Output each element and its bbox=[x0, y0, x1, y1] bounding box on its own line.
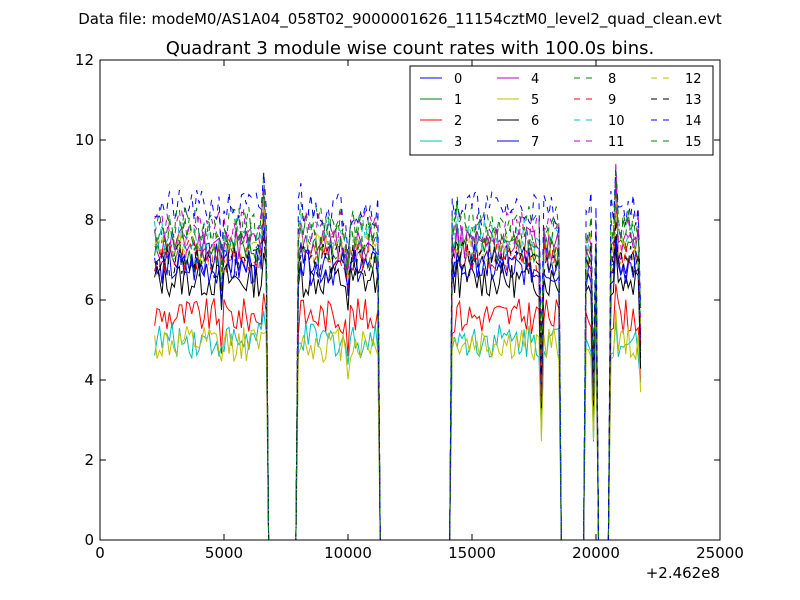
series-line-9 bbox=[154, 212, 642, 541]
series-line-13 bbox=[154, 220, 642, 541]
series-line-5 bbox=[154, 309, 642, 541]
legend-label-6: 6 bbox=[531, 114, 539, 129]
legend-label-5: 5 bbox=[531, 93, 539, 108]
series-layer bbox=[154, 163, 642, 541]
y-tick-label: 8 bbox=[84, 211, 94, 229]
series-line-1 bbox=[154, 200, 642, 541]
legend-label-13: 13 bbox=[685, 93, 702, 108]
x-tick-label: 25000 bbox=[696, 544, 744, 562]
legend-label-12: 12 bbox=[685, 72, 702, 87]
x-tick-label: 10000 bbox=[324, 544, 372, 562]
x-tick-label: 5000 bbox=[205, 544, 243, 562]
legend-label-2: 2 bbox=[454, 114, 462, 129]
series-line-3 bbox=[154, 311, 642, 541]
legend-label-14: 14 bbox=[685, 114, 702, 129]
series-line-6 bbox=[154, 246, 642, 541]
y-tick-label: 2 bbox=[84, 451, 94, 469]
legend-label-3: 3 bbox=[454, 135, 462, 150]
y-tick-label: 6 bbox=[84, 291, 94, 309]
legend-box bbox=[409, 65, 714, 156]
series-line-10 bbox=[154, 199, 642, 541]
series-line-11 bbox=[154, 163, 642, 541]
x-tick-label: 15000 bbox=[448, 544, 496, 562]
legend-label-1: 1 bbox=[454, 93, 462, 108]
y-tick-label: 0 bbox=[84, 531, 94, 549]
x-tick-label: 20000 bbox=[572, 544, 620, 562]
legend-label-15: 15 bbox=[685, 135, 702, 150]
legend-label-9: 9 bbox=[608, 93, 616, 108]
y-tick-label: 4 bbox=[84, 371, 94, 389]
y-tick-label: 10 bbox=[75, 131, 94, 149]
chart-title: Quadrant 3 module wise count rates with … bbox=[166, 38, 655, 59]
legend-label-11: 11 bbox=[608, 135, 625, 150]
legend-label-8: 8 bbox=[608, 72, 616, 87]
legend-label-7: 7 bbox=[531, 135, 539, 150]
series-line-7 bbox=[154, 230, 642, 541]
x-tick-label: 0 bbox=[95, 544, 105, 562]
series-line-8 bbox=[154, 165, 642, 541]
suptitle: Data file: modeM0/AS1A04_058T02_90000016… bbox=[78, 10, 722, 29]
series-line-2 bbox=[154, 284, 642, 541]
legend-label-0: 0 bbox=[454, 72, 462, 87]
legend-label-4: 4 bbox=[531, 72, 539, 87]
legend-label-10: 10 bbox=[608, 114, 625, 129]
x-offset-label: +2.462e8 bbox=[646, 564, 720, 582]
y-tick-label: 12 bbox=[75, 51, 94, 69]
